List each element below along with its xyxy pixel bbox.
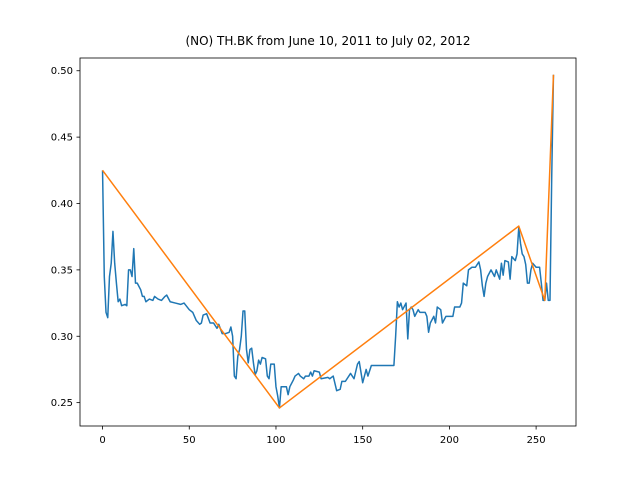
x-tick-label: 50 [183, 435, 196, 446]
y-tick-label: 0.25 [51, 398, 73, 409]
series-line [101, 74, 555, 409]
y-tick-label: 0.45 [51, 133, 73, 144]
x-tick-label: 100 [266, 435, 285, 446]
y-tick-label: 0.50 [51, 66, 73, 77]
series-line [101, 74, 555, 409]
y-tick-label: 0.30 [51, 332, 73, 343]
x-tick-label: 200 [440, 435, 459, 446]
y-tick-label: 0.35 [51, 265, 73, 276]
y-tick-label: 0.40 [51, 199, 73, 210]
x-tick-label: 250 [527, 435, 546, 446]
x-tick-label: 0 [99, 435, 105, 446]
chart-title: (NO) TH.BK from June 10, 2011 to July 02… [185, 34, 470, 48]
plot-frame [79, 57, 577, 427]
x-tick-label: 150 [353, 435, 372, 446]
